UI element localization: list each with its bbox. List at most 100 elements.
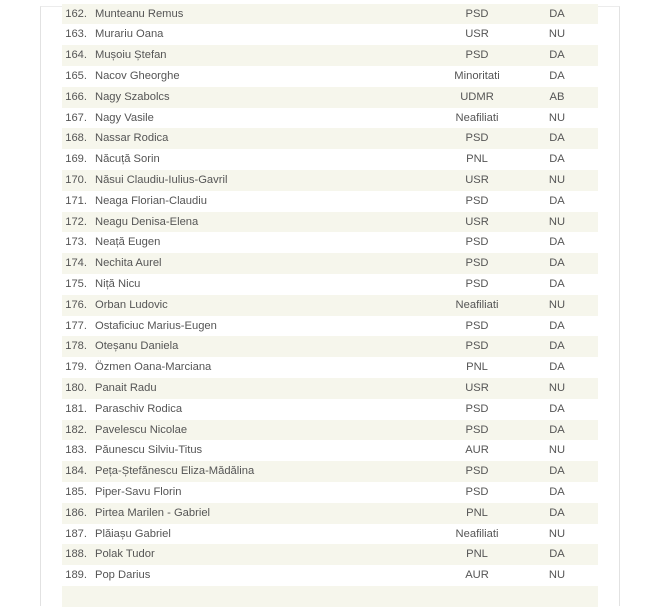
row-number: 169. bbox=[65, 153, 87, 166]
party: PSD bbox=[465, 402, 489, 415]
row-number: 173. bbox=[65, 236, 87, 249]
vote: NU bbox=[548, 298, 566, 311]
party: PNL bbox=[466, 548, 488, 561]
table-row: 175. Niță Nicu PSD DA bbox=[62, 274, 598, 295]
vote: NU bbox=[548, 111, 566, 124]
vote: DA bbox=[549, 506, 565, 519]
deputy-name: Neagu Denisa-Elena bbox=[95, 215, 199, 228]
vote: DA bbox=[549, 278, 565, 290]
row-number: 170. bbox=[65, 174, 87, 186]
table-row: 172. Neagu Denisa-Elena USR NU bbox=[62, 211, 598, 233]
deputy-name: Niță Nicu bbox=[95, 278, 141, 290]
row-number: 185. bbox=[65, 486, 87, 498]
deputy-name: Oteșanu Daniela bbox=[95, 340, 179, 353]
deputy-name: Pop Darius bbox=[95, 569, 151, 582]
party: AUR bbox=[465, 444, 489, 457]
deputy-name: Nechita Aurel bbox=[95, 257, 162, 270]
party: PSD bbox=[465, 465, 489, 478]
table-row: 171. Neaga Florian-Claudiu PSD DA bbox=[62, 191, 598, 212]
deputy-name: Păunescu Silviu-Titus bbox=[95, 444, 203, 457]
party: PNL bbox=[466, 153, 488, 166]
deputy-name: Munteanu Remus bbox=[95, 7, 184, 20]
table-row: 165. Nacov Gheorghe Minoritati DA bbox=[62, 66, 598, 87]
vote: DA bbox=[549, 361, 565, 374]
row-number: 178. bbox=[65, 340, 87, 353]
row-number: 186. bbox=[65, 506, 87, 519]
vote: NU bbox=[548, 444, 566, 457]
table-row: 184. Peța-Ștefănescu Eliza-Mădălina PSD DA bbox=[62, 461, 598, 482]
vote: DA bbox=[549, 257, 565, 270]
deputy-name: Paraschiv Rodica bbox=[95, 402, 183, 415]
vote: NU bbox=[548, 569, 566, 582]
row-number: 172. bbox=[65, 215, 87, 228]
row-number: 162. bbox=[65, 7, 87, 20]
vote: DA bbox=[549, 7, 565, 20]
deputy-name: Mușoiu Ștefan bbox=[95, 49, 167, 62]
party: PNL bbox=[466, 361, 488, 374]
row-number: 168. bbox=[65, 132, 87, 145]
vote: DA bbox=[549, 194, 565, 207]
vote: DA bbox=[549, 236, 565, 249]
vote: DA bbox=[549, 132, 565, 145]
party: PNL bbox=[466, 506, 488, 519]
table-row: 186. Pirtea Marilen - Gabriel PNL DA bbox=[62, 502, 598, 524]
vote: DA bbox=[549, 70, 565, 82]
vote: NU bbox=[548, 28, 566, 41]
table-row: 182. Pavelescu Nicolae PSD DA bbox=[62, 419, 598, 441]
vote: DA bbox=[549, 486, 565, 498]
table-row: 181. Paraschiv Rodica PSD DA bbox=[62, 399, 598, 420]
party: PSD bbox=[465, 486, 489, 498]
party: PSD bbox=[465, 132, 489, 145]
deputy-name: Plăiașu Gabriel bbox=[95, 527, 171, 540]
deputy-name: Peța-Ștefănescu Eliza-Mădălina bbox=[95, 465, 255, 478]
deputy-name: Neață Eugen bbox=[95, 236, 161, 249]
table-row: 178. Oteșanu Daniela PSD DA bbox=[62, 336, 598, 358]
table-row: 183. Păunescu Silviu-Titus AUR NU bbox=[62, 440, 598, 461]
deputy-name: Nacov Gheorghe bbox=[95, 70, 180, 82]
vote: AB bbox=[549, 90, 565, 103]
vote: NU bbox=[548, 527, 566, 540]
deputy-name: Năcuță Sorin bbox=[95, 153, 160, 166]
row-number: 182. bbox=[65, 423, 87, 436]
vote: NU bbox=[548, 382, 566, 394]
row-number: 176. bbox=[65, 298, 87, 311]
party: Neafiliati bbox=[455, 298, 499, 311]
party: PSD bbox=[465, 278, 489, 290]
party: USR bbox=[465, 215, 489, 228]
deputy-name: Năsui Claudiu-Iulius-Gavril bbox=[95, 174, 228, 186]
table-row: 180. Panait Radu USR NU bbox=[62, 378, 598, 399]
table-row: 169. Năcuță Sorin PNL DA bbox=[62, 149, 598, 170]
vote: DA bbox=[549, 49, 565, 62]
table-row: 167. Nagy Vasile Neafiliati NU bbox=[62, 108, 598, 129]
party: PSD bbox=[465, 340, 489, 353]
table-row: 187. Plăiașu Gabriel Neafiliati NU bbox=[62, 524, 598, 545]
vote: NU bbox=[548, 174, 566, 186]
party: USR bbox=[465, 174, 489, 186]
row-number: 189. bbox=[65, 569, 87, 582]
table-row: 185. Piper-Savu Florin PSD DA bbox=[62, 482, 598, 503]
deputy-name: Pirtea Marilen - Gabriel bbox=[95, 506, 211, 519]
table-row: 163. Murariu Oana USR NU bbox=[62, 24, 598, 45]
row-number: 177. bbox=[65, 319, 87, 332]
row-number: 164. bbox=[65, 49, 87, 62]
party: PSD bbox=[465, 319, 489, 332]
row-number: 183. bbox=[65, 444, 87, 457]
table-row: 179. Özmen Oana-Marciana PNL DA bbox=[62, 357, 598, 378]
table-row: 168. Nassar Rodica PSD DA bbox=[62, 128, 598, 150]
deputy-name: Özmen Oana-Marciana bbox=[95, 361, 212, 374]
party: UDMR bbox=[460, 90, 494, 103]
row-number: 179. bbox=[65, 361, 87, 374]
party: USR bbox=[465, 28, 489, 41]
deputy-name: Murariu Oana bbox=[95, 28, 164, 41]
vote: DA bbox=[549, 319, 565, 332]
deputy-name: Polak Tudor bbox=[95, 548, 155, 561]
party: PSD bbox=[465, 423, 489, 436]
vote: DA bbox=[549, 402, 565, 415]
party: Neafiliati bbox=[455, 111, 499, 124]
vote: DA bbox=[549, 423, 565, 436]
table-row: 174. Nechita Aurel PSD DA bbox=[62, 253, 598, 274]
party: Neafiliati bbox=[455, 527, 499, 540]
vote: DA bbox=[549, 153, 565, 166]
row-number: 175. bbox=[65, 278, 87, 290]
row-number: 171. bbox=[65, 194, 87, 207]
